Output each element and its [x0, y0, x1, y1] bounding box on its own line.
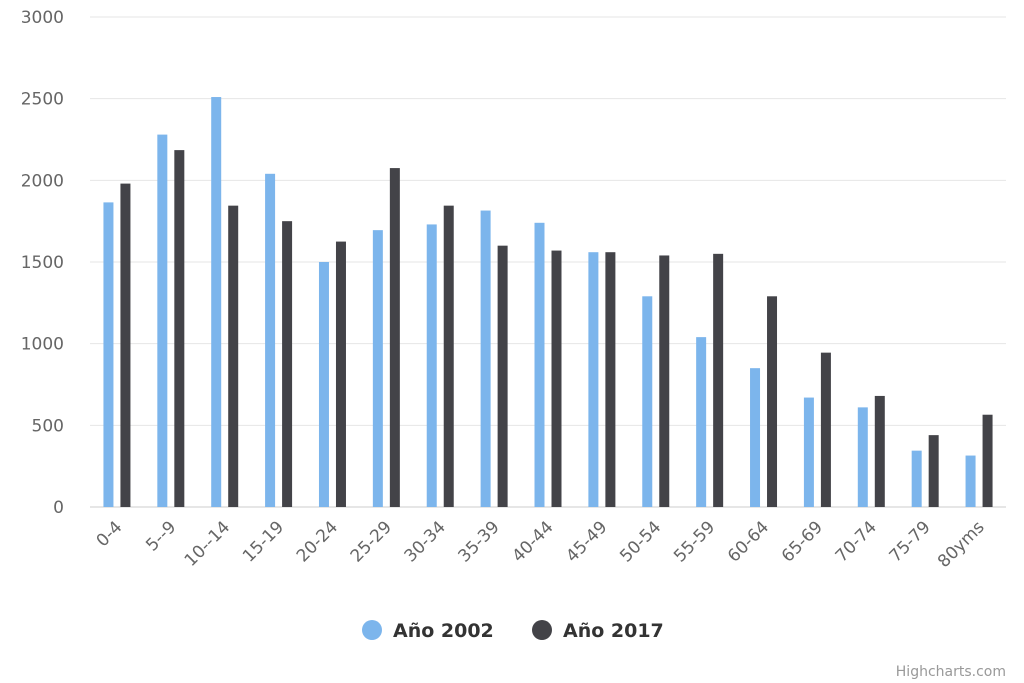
- bar-series-1-40-44[interactable]: [534, 222, 545, 508]
- bar-series-1-30-34[interactable]: [426, 224, 437, 507]
- y-tick-label: 1500: [21, 253, 64, 273]
- y-tick-label: 3000: [21, 8, 64, 28]
- x-tick-label: 20-24: [293, 517, 342, 566]
- x-tick-label: 70-74: [832, 517, 881, 566]
- y-tick-label: 0: [53, 498, 64, 518]
- bar-series-2-20-24[interactable]: [335, 241, 346, 508]
- x-tick-label: 65-69: [778, 517, 827, 566]
- bar-series-2-80yms[interactable]: [982, 414, 993, 507]
- x-tick-label: 0-4: [93, 517, 127, 551]
- x-tick-label: 75-79: [886, 517, 935, 566]
- bar-series-1-0-4[interactable]: [103, 202, 114, 507]
- x-tick-label: 45-49: [562, 517, 611, 566]
- bar-series-1-35-39[interactable]: [480, 210, 491, 508]
- bar-series-1-55-59[interactable]: [696, 337, 707, 507]
- bar-series-2-10--14[interactable]: [228, 205, 239, 507]
- bar-series-1-5--9[interactable]: [157, 134, 168, 507]
- bar-series-1-20-24[interactable]: [318, 262, 329, 507]
- bar-series-2-55-59[interactable]: [713, 253, 724, 507]
- x-tick-label: 80yms: [934, 517, 989, 572]
- bar-series-1-25-29[interactable]: [372, 230, 383, 507]
- bar-series-1-45-49[interactable]: [588, 252, 599, 507]
- x-tick-label: 30-34: [401, 517, 450, 566]
- legend-label: Año 2002: [393, 620, 494, 642]
- y-axis-tick-labels: 0 500 1000 1500 2000 2500 3000: [21, 8, 64, 518]
- y-tick-label: 2000: [21, 171, 64, 191]
- bar-series-2-0-4[interactable]: [120, 183, 131, 507]
- bars: [103, 97, 993, 508]
- x-tick-label: 10--14: [181, 517, 234, 570]
- y-tick-label: 1000: [21, 335, 64, 355]
- legend: Año 2002 Año 2017: [362, 620, 664, 642]
- y-tick-label: 2500: [21, 90, 64, 110]
- legend-marker: [532, 620, 552, 640]
- bar-series-1-80yms[interactable]: [965, 455, 976, 507]
- legend-label: Año 2017: [563, 620, 664, 642]
- credits-link[interactable]: Highcharts.com: [896, 664, 1006, 680]
- legend-item-2[interactable]: Año 2017: [532, 620, 664, 642]
- bar-series-2-65-69[interactable]: [820, 352, 831, 507]
- bar-series-1-50-54[interactable]: [642, 296, 653, 507]
- bar-series-1-65-69[interactable]: [803, 397, 814, 507]
- bar-series-2-45-49[interactable]: [605, 252, 616, 507]
- bar-series-1-75-79[interactable]: [911, 450, 922, 507]
- bar-series-2-35-39[interactable]: [497, 245, 508, 507]
- bar-series-1-10--14[interactable]: [211, 97, 222, 508]
- x-tick-label: 35-39: [455, 517, 504, 566]
- x-tick-label: 15-19: [239, 517, 288, 566]
- bar-series-2-30-34[interactable]: [443, 205, 454, 507]
- legend-item-1[interactable]: Año 2002: [362, 620, 494, 642]
- bar-series-2-25-29[interactable]: [389, 168, 400, 508]
- bar-series-2-5--9[interactable]: [174, 150, 185, 507]
- x-tick-label: 60-64: [724, 517, 773, 566]
- x-axis-tick-labels: 0-4 5--9 10--14 15-19 20-24 25-29 30-34 35-39 40…: [93, 517, 989, 572]
- x-tick-label: 55-59: [670, 517, 719, 566]
- x-tick-label: 50-54: [616, 517, 665, 566]
- bar-series-2-75-79[interactable]: [928, 435, 939, 507]
- x-tick-label: 5--9: [142, 517, 180, 555]
- legend-marker: [362, 620, 382, 640]
- bar-series-2-50-54[interactable]: [659, 255, 670, 507]
- bar-series-2-15-19[interactable]: [282, 221, 293, 507]
- bar-series-2-70-74[interactable]: [874, 395, 885, 507]
- bar-series-2-40-44[interactable]: [551, 250, 562, 508]
- x-tick-label: 40-44: [508, 517, 557, 566]
- y-tick-label: 500: [32, 416, 64, 436]
- bar-series-1-60-64[interactable]: [750, 368, 761, 507]
- bar-series-1-15-19[interactable]: [265, 173, 276, 508]
- grid-lines: [90, 16, 1006, 508]
- x-tick-label: 25-29: [347, 517, 396, 566]
- bar-series-2-60-64[interactable]: [767, 296, 778, 507]
- bar-series-1-70-74[interactable]: [857, 407, 868, 507]
